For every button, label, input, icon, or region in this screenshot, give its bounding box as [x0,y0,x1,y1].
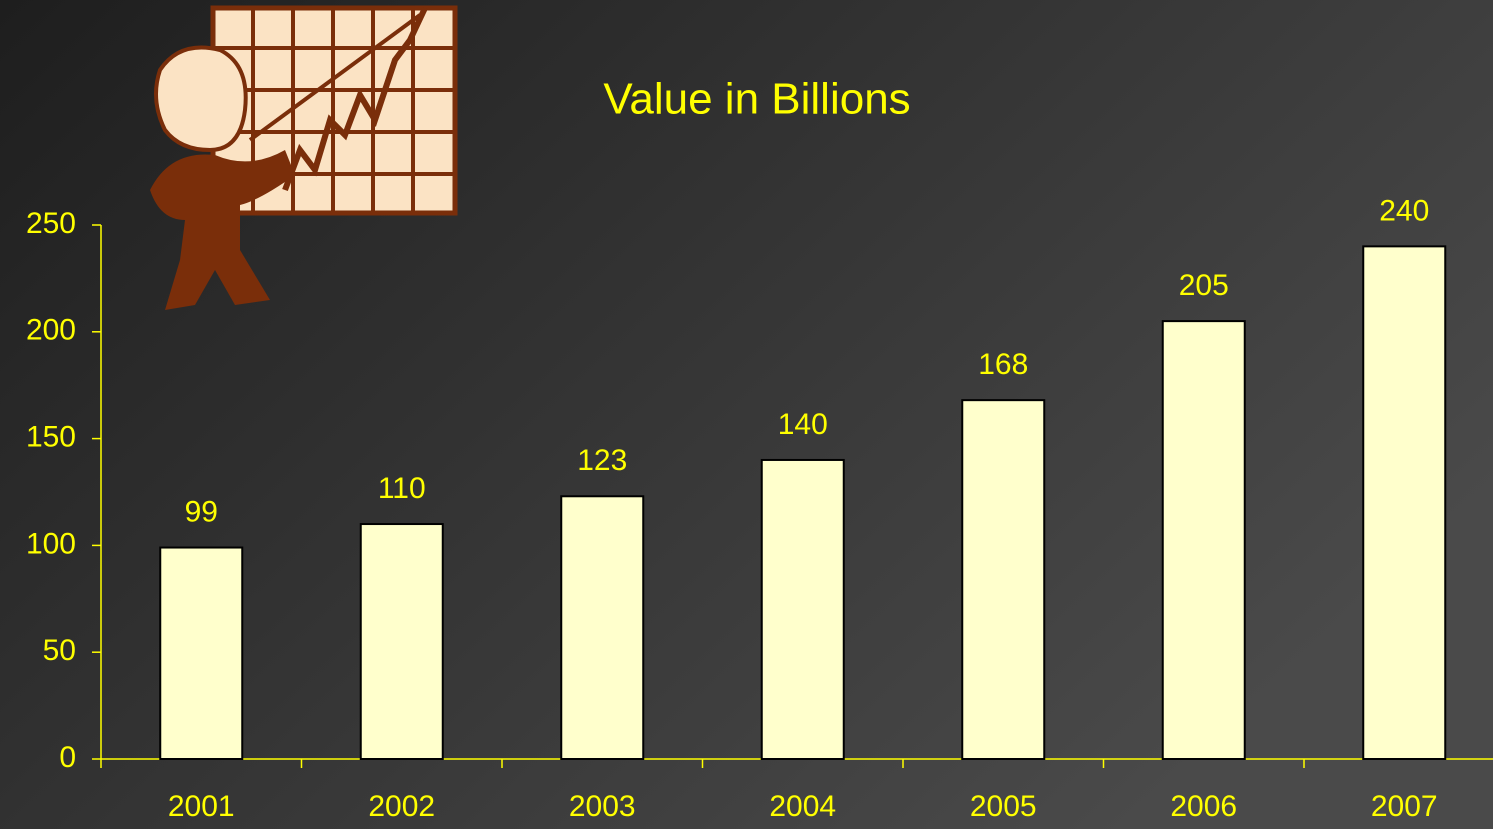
bar [359,523,444,760]
x-tick-label: 2004 [769,790,836,823]
bar [760,458,845,760]
data-label: 168 [978,348,1028,381]
x-tick-label: 2001 [168,790,235,823]
x-tick-label: 2006 [1170,790,1237,823]
data-label: 99 [185,495,218,528]
x-tick-label: 2003 [569,790,636,823]
x-tick-label: 2005 [970,790,1037,823]
chart-title: Value in Billions [603,75,910,124]
data-label: 240 [1379,194,1429,227]
bar [961,399,1046,760]
x-tick-label: 2007 [1371,790,1438,823]
bar [1161,320,1246,760]
x-tick-label: 2002 [368,790,435,823]
data-label: 123 [577,444,627,477]
bar [560,495,645,760]
data-label: 110 [378,472,426,505]
y-tick-label: 150 [26,421,76,454]
y-tick-label: 100 [26,527,76,560]
y-tick-label: 250 [26,207,76,240]
clipart [150,5,458,310]
y-tick-label: 200 [26,314,76,347]
bar [159,546,244,761]
data-label: 205 [1179,269,1229,302]
bar [1362,245,1447,761]
y-tick-label: 50 [43,634,76,667]
data-label: 140 [778,408,828,441]
y-tick-label: 0 [59,741,76,774]
